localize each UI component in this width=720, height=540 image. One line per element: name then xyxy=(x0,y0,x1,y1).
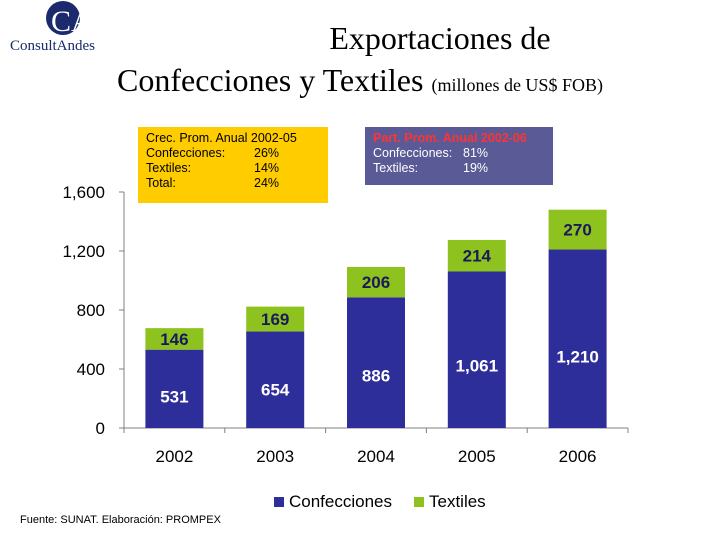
bar-confecciones-2003 xyxy=(246,331,305,428)
data-label-confecciones: 531 xyxy=(160,388,188,407)
x-tick-label: 2003 xyxy=(256,447,294,466)
x-tick-label: 2002 xyxy=(155,447,193,466)
y-tick-label: 800 xyxy=(77,301,105,320)
page-title-units: (millones de US$ FOB) xyxy=(431,75,603,95)
bar-textiles-2003 xyxy=(246,306,305,332)
growth-info-box: Crec. Prom. Anual 2002-05 Confecciones: 2… xyxy=(138,127,328,203)
page-title-line2: Confecciones y Textiles (millones de US$… xyxy=(0,62,720,99)
share-row: Textiles: 19% xyxy=(373,161,489,175)
share-row: Confecciones: 81% xyxy=(373,146,489,160)
data-label-confecciones: 654 xyxy=(261,380,290,399)
data-label-textiles: 206 xyxy=(362,273,390,292)
bar-textiles-2004 xyxy=(347,266,405,298)
bar-confecciones-2004 xyxy=(347,297,405,428)
legend-label-confecciones: Confecciones xyxy=(289,492,392,511)
x-tick-label: 2004 xyxy=(357,447,395,466)
share-info-box: Part. Prom. Anual 2002-06 Confecciones: 8… xyxy=(365,127,553,185)
source-note: Fuente: SUNAT. Elaboración: PROMPEX xyxy=(20,514,221,526)
logo-name: ConsultAndes xyxy=(10,38,96,54)
x-tick-label: 2006 xyxy=(559,447,597,466)
y-tick-label: 0 xyxy=(96,419,105,438)
legend-label-textiles: Textiles xyxy=(429,492,486,511)
growth-row: Confecciones: 26% xyxy=(146,146,280,160)
bar-confecciones-2006 xyxy=(548,249,607,428)
data-label-textiles: 214 xyxy=(463,247,492,266)
bar-textiles-2006 xyxy=(548,209,607,250)
page-title-line1: Exportaciones de xyxy=(329,20,551,56)
data-label-confecciones: 886 xyxy=(362,367,390,386)
share-heading: Part. Prom. Anual 2002-06 xyxy=(373,131,527,145)
legend-swatch-confecciones xyxy=(274,497,284,507)
growth-row: Total: 24% xyxy=(146,176,280,190)
consultandes-logo: CA ConsultAndes xyxy=(8,0,108,60)
data-label-textiles: 169 xyxy=(261,310,289,329)
logo-initials: CA xyxy=(51,5,93,38)
bar-textiles-2005 xyxy=(447,239,506,272)
y-tick-label: 400 xyxy=(77,360,105,379)
growth-row: Textiles: 14% xyxy=(146,161,280,175)
bar-confecciones-2002 xyxy=(145,349,204,428)
legend-swatch-textiles xyxy=(414,497,424,507)
logo-emblem: CA xyxy=(46,1,93,38)
bar-textiles-2002 xyxy=(145,328,204,350)
data-label-textiles: 270 xyxy=(563,221,591,240)
bar-confecciones-2005 xyxy=(447,271,506,428)
growth-heading: Crec. Prom. Anual 2002-05 xyxy=(146,131,297,145)
data-label-confecciones: 1,210 xyxy=(556,348,599,367)
y-tick-label: 1,600 xyxy=(62,183,105,202)
data-label-confecciones: 1,061 xyxy=(456,356,499,375)
y-tick-label: 1,200 xyxy=(62,242,105,261)
page-title-main: Confecciones y Textiles xyxy=(117,62,424,98)
x-tick-label: 2005 xyxy=(458,447,496,466)
data-label-textiles: 146 xyxy=(160,330,188,349)
